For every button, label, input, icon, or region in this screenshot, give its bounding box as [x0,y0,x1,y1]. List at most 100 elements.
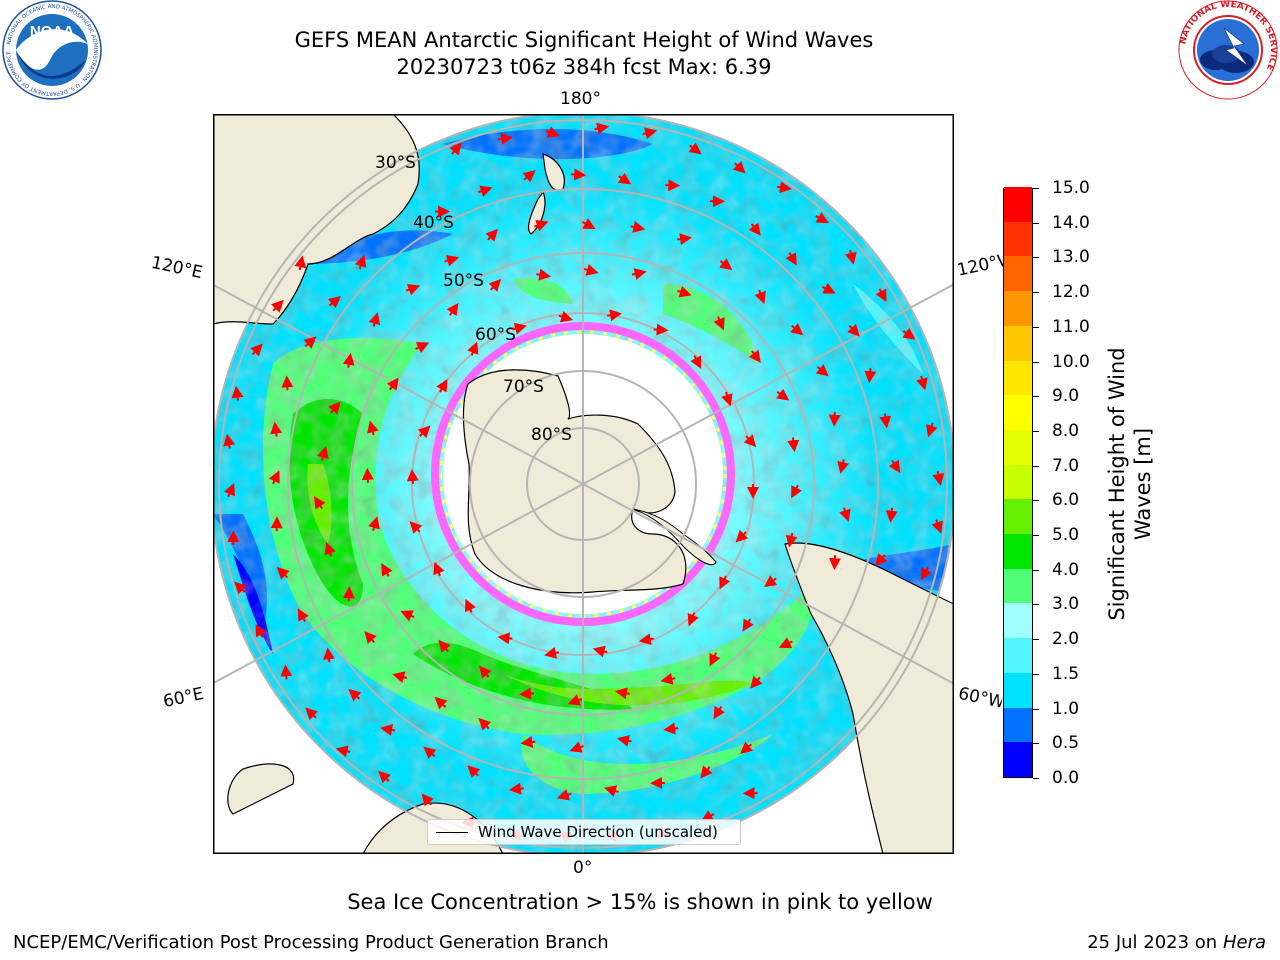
lon-label-60e: 60°E [161,683,206,713]
wave-direction-arrow [791,484,802,499]
wave-direction-arrow [467,765,481,778]
colorbar-tick-label: 6.0 [1052,490,1080,511]
lon-label-180: 180° [560,89,601,109]
colorbar-tick-label: 1.0 [1052,698,1080,719]
wave-direction-arrow [328,401,341,415]
wave-direction-arrow [642,127,658,140]
colorbar-tick-label: 14.0 [1052,212,1090,233]
wave-direction-arrow [902,327,916,340]
wave-direction-arrow [558,310,574,323]
wave-direction-arrow [498,132,514,145]
wave-direction-arrow [776,388,790,401]
wave-direction-arrows [223,122,945,844]
wave-direction-arrow [713,705,725,720]
footer-host: Hera [1222,932,1266,953]
wave-direction-arrow [763,575,778,588]
wave-direction-arrow [250,343,263,357]
wave-direction-arrow [567,694,583,706]
wave-direction-arrow [323,647,335,663]
wave-direction-arrow [479,665,492,679]
wave-direction-arrow [785,252,797,266]
wave-direction-arrow [417,425,431,439]
colorbar-tick [1033,500,1039,502]
map-panel: 30°S 40°S 50°S 60°S 70°S 80°S [213,114,954,854]
wave-direction-arrow [270,421,283,437]
wave-direction-arrow [519,687,535,700]
colorbar-tick [1033,569,1039,571]
wave-direction-arrow [787,437,800,453]
wave-direction-arrow [405,284,421,296]
wave-direction-arrow [748,349,761,363]
footer-date-text: 25 Jul 2023 on [1087,932,1223,953]
colorbar-tick-label: 15.0 [1052,178,1090,198]
colorbar-segment [1004,186,1032,222]
wave-direction-arrow [932,470,945,486]
colorbar-tick-label: 0.0 [1052,768,1080,788]
wave-direction-arrow [354,254,367,270]
colorbar-tick [1033,535,1039,537]
wave-direction-arrow [415,342,430,354]
colorbar-tick-label: 13.0 [1052,247,1090,268]
wave-direction-arrow [368,312,381,327]
wave-direction-arrow [916,375,928,391]
colorbar-tick [1033,708,1039,710]
wave-direction-arrow [342,352,355,368]
colorbar-segment [1004,429,1032,465]
wave-direction-arrow [687,612,699,627]
colorbar-tick [1033,465,1039,467]
wave-direction-arrow [522,170,536,183]
wave-direction-arrow [409,521,423,534]
colorbar-tick-label: 4.0 [1052,559,1080,580]
wave-direction-arrow [446,302,459,317]
wave-direction-arrow [660,672,676,685]
footer-credit: NCEP/EMC/Verification Post Processing Pr… [13,932,609,953]
colorbar-tick [1033,188,1039,189]
lat-label-70s: 70°S [503,377,544,397]
wave-direction-arrow [845,249,857,265]
wave-direction-arrow [754,289,766,305]
wave-direction-arrow [294,255,307,271]
lat-label-80s: 80°S [531,425,572,445]
wave-direction-arrow [231,385,244,401]
wave-direction-arrow [604,785,619,797]
australia-land [213,114,420,325]
wave-direction-arrow [582,218,596,230]
wave-direction-arrow [305,707,318,721]
colorbar-tick [1033,639,1039,641]
colorbar-tick [1033,673,1039,675]
colorbar-tick [1033,778,1039,779]
wave-direction-arrow [467,341,479,356]
wave-direction-arrow [280,664,293,680]
wave-direction-arrow [931,519,943,534]
wave-direction-arrow [348,688,362,702]
wave-direction-arrow [367,420,379,436]
wave-direction-arrow [497,632,513,645]
wave-direction-arrow [828,411,841,427]
wave-direction-arrow [444,254,459,267]
wave-direction-arrow [478,185,493,197]
wave-direction-arrow [888,459,901,473]
lon-label-120w: 120°W [955,251,1006,281]
colorbar-segment [1004,499,1032,535]
wave-direction-arrow [721,391,733,407]
colorbar-tick-label: 3.0 [1052,594,1080,615]
wave-direction-arrow [281,375,294,391]
wave-direction-arrow [688,142,702,155]
colorbar-tick-label: 9.0 [1052,386,1080,407]
wave-direction-arrow [874,553,888,567]
legend-label: Wind Wave Direction (unscaled) [478,823,718,841]
sea-ice-note: Sea Ice Concentration > 15% is shown in … [347,890,933,914]
colorbar-segment [1004,360,1032,396]
colorbar-segment [1004,325,1032,361]
wave-direction-arrow [534,219,549,232]
wave-direction-arrow [268,470,280,485]
wave-direction-arrow [464,598,476,613]
colorbar-tick [1033,222,1039,224]
wave-direction-arrow [303,336,317,349]
colorbar-tick [1033,326,1039,328]
wave-direction-arrow [317,445,329,461]
wave-direction-arrow [327,295,342,309]
colorbar-tick [1033,396,1039,398]
wave-direction-arrow [544,647,560,659]
wave-direction-arrow [631,268,647,280]
